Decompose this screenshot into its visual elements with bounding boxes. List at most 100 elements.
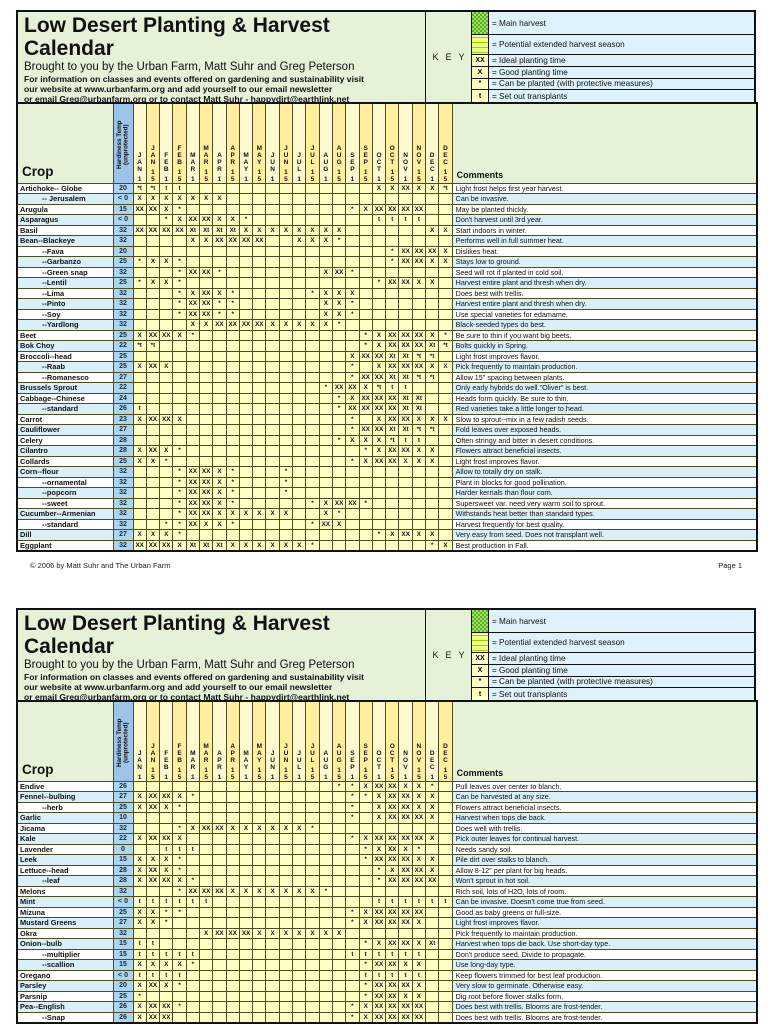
calendar-cell: XX: [398, 917, 413, 929]
calendar-cell: [371, 308, 387, 320]
calendar-cell: *: [172, 508, 187, 520]
calendar-cell: [398, 518, 413, 530]
calendar-cell: [345, 319, 360, 331]
calendar-cell: X: [159, 256, 174, 268]
calendar-cell: [212, 329, 227, 341]
calendar-cell: [278, 298, 294, 310]
calendar-cell: [185, 203, 200, 215]
calendar-cell: XX: [398, 864, 413, 876]
calendar-cell: [292, 487, 307, 499]
calendar-cell: [265, 969, 280, 981]
calendar-cell: [385, 193, 400, 205]
calendar-cell: [425, 487, 440, 499]
calendar-cell: [305, 833, 320, 845]
calendar-cell: [371, 266, 387, 278]
calendar-cell: [278, 392, 294, 404]
calendar-cell: X: [318, 319, 333, 331]
calendar-cell: [252, 864, 267, 876]
calendar-cell: X: [425, 329, 440, 341]
calendar-cell: [318, 214, 333, 226]
calendar-cell: X: [371, 413, 387, 425]
calendar-cell: [185, 350, 200, 362]
calendar-cell: [159, 298, 174, 310]
hardiness-temp-cell: 25: [112, 801, 134, 813]
calendar-cell: XX: [371, 990, 387, 1002]
calendar-cell: [132, 424, 147, 436]
calendar-cell: [238, 812, 254, 824]
calendar-cell: [318, 801, 333, 813]
calendar-cell: XX: [371, 833, 387, 845]
calendar-cell: [198, 371, 214, 383]
calendar-cell: [425, 319, 440, 331]
calendar-cell: XX: [145, 539, 161, 551]
calendar-cell: *: [385, 256, 400, 268]
calendar-cell: X: [159, 864, 174, 876]
calendar-cell: [252, 214, 267, 226]
calendar-cell: [425, 508, 440, 520]
calendar-cell: [238, 980, 254, 992]
calendar-cell: [398, 193, 413, 205]
calendar-cell: *: [345, 812, 360, 824]
calendar-cell: t: [172, 948, 187, 960]
calendar-cell: [225, 917, 240, 929]
calendar-cell: *: [278, 476, 294, 488]
calendar-cell: X: [411, 854, 427, 866]
calendar-cell: [159, 497, 174, 509]
calendar-cell: XX: [371, 455, 387, 467]
calendar-cell: Xt: [198, 539, 214, 551]
crop-name-cell: Mizuna: [16, 906, 114, 918]
calendar-cell: [185, 256, 200, 268]
calendar-cell: XX: [398, 277, 413, 289]
hardiness-temp-cell: 32: [112, 224, 134, 236]
calendar-cell: [438, 885, 453, 897]
calendar-cell: [145, 508, 161, 520]
calendar-cell: [238, 266, 254, 278]
calendar-cell: X: [345, 392, 360, 404]
calendar-cell: *: [172, 497, 187, 509]
calendar-cell: [238, 382, 254, 394]
calendar-cell: [371, 487, 387, 499]
comment-cell: Does best with trellis. Blooms are frost…: [451, 1001, 758, 1013]
calendar-cell: X: [411, 917, 427, 929]
calendar-cell: X: [292, 927, 307, 939]
calendar-cell: [292, 424, 307, 436]
calendar-cell: [185, 413, 200, 425]
crop-row: Arugula 15 XX XX X * * X XX XX XX XX May be planted …: [16, 203, 758, 215]
calendar-cell: [358, 361, 373, 373]
calendar-cell: X: [198, 235, 214, 247]
calendar-cell: X: [132, 193, 147, 205]
calendar-cell: t: [411, 969, 427, 981]
calendar-cell: X: [185, 235, 200, 247]
comment-cell: Dislikes heat.: [451, 245, 758, 257]
crop-row: --Garbanzo 25 * X X * * XX XX X X Stays low to grou…: [16, 256, 758, 268]
hardiness-temp-cell: 26: [112, 1011, 134, 1023]
calendar-cell: [252, 424, 267, 436]
calendar-cell: [185, 382, 200, 394]
calendar-cell: [305, 864, 320, 876]
calendar-cell: *: [345, 298, 360, 310]
calendar-cell: XX: [225, 235, 240, 247]
calendar-cell: [305, 308, 320, 320]
calendar-cell: XX: [198, 214, 214, 226]
key-mark: XX: [472, 653, 489, 664]
comment-cell: Harvest frequently for best quality.: [451, 518, 758, 530]
calendar-cell: [145, 518, 161, 530]
calendar-cell: X: [172, 214, 187, 226]
crop-name-cell: Bean--Blackeye: [16, 235, 114, 247]
crop-name-cell: Parsnip: [16, 990, 114, 1002]
calendar-cell: [265, 193, 280, 205]
calendar-cell: [292, 1011, 307, 1023]
calendar-cell: [265, 256, 280, 268]
comment-cell: Needs sandy soil.: [451, 843, 758, 855]
calendar-cell: [371, 298, 387, 310]
hardiness-temp-cell: 27: [112, 917, 134, 929]
calendar-cell: XX: [385, 392, 400, 404]
calendar-cell: X: [331, 287, 347, 299]
calendar-cell: *: [172, 487, 187, 499]
calendar-cell: XX: [411, 864, 427, 876]
comments-column-header: Comments: [451, 700, 758, 782]
calendar-cell: *: [305, 539, 320, 551]
calendar-cell: [331, 833, 347, 845]
